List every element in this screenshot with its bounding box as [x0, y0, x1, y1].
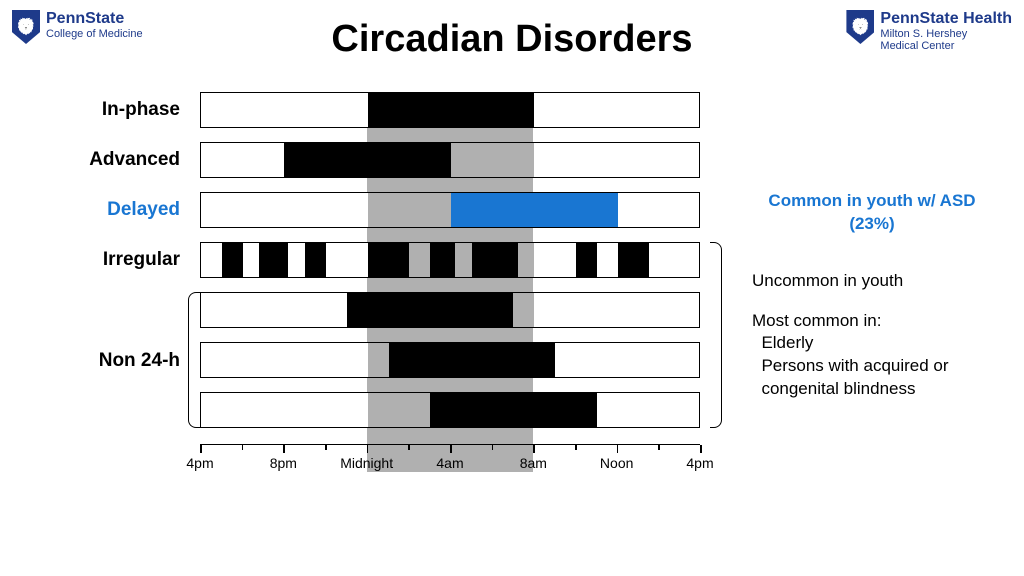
circadian-chart: In-phaseAdvancedDelayedIrregularNon 24-h… — [200, 92, 700, 492]
timeline-row — [200, 392, 700, 428]
row-label: Delayed — [107, 199, 180, 221]
sleep-segment — [430, 393, 597, 427]
note-irregular-2: Most common in: — [752, 310, 881, 333]
note-irregular-1: Uncommon in youth — [752, 270, 903, 293]
tick-label: 8pm — [270, 455, 297, 471]
sleep-segment — [222, 243, 243, 277]
note-irregular-bullets: Elderly Persons with acquired or congeni… — [752, 332, 949, 401]
sleep-segment — [368, 93, 535, 127]
sleep-segment — [472, 243, 518, 277]
timeline-row — [200, 342, 700, 378]
row-label: Advanced — [89, 149, 180, 171]
timeline-row — [200, 292, 700, 328]
tick-label: 4pm — [186, 455, 213, 471]
tick-label: 4am — [436, 455, 463, 471]
sleep-segment — [389, 343, 556, 377]
tick-label: Midnight — [340, 455, 393, 471]
sleep-segment — [259, 243, 288, 277]
row-label: Irregular — [103, 249, 180, 271]
sleep-segment — [347, 293, 514, 327]
timeline-row — [200, 142, 700, 178]
timeline-row — [200, 192, 700, 228]
sleep-segment — [305, 243, 326, 277]
brace-non24 — [188, 292, 200, 428]
time-axis: 4pm8pmMidnight4am8amNoon4pm — [200, 444, 700, 445]
note-delayed: Common in youth w/ ASD (23%) — [752, 190, 992, 236]
row-label: In-phase — [102, 99, 180, 121]
sleep-segment — [618, 243, 649, 277]
sleep-segment — [368, 243, 410, 277]
sleep-segment — [576, 243, 597, 277]
timeline-row — [200, 92, 700, 128]
page-title: Circadian Disorders — [0, 18, 1024, 61]
sleep-segment — [451, 193, 618, 227]
sleep-segment — [284, 143, 451, 177]
tick-label: 8am — [520, 455, 547, 471]
sleep-segment — [430, 243, 455, 277]
tick-label: 4pm — [686, 455, 713, 471]
brace-irregular-group — [710, 242, 722, 428]
row-label-non24: Non 24-h — [99, 350, 180, 372]
tick-label: Noon — [600, 455, 633, 471]
timeline-row — [200, 242, 700, 278]
